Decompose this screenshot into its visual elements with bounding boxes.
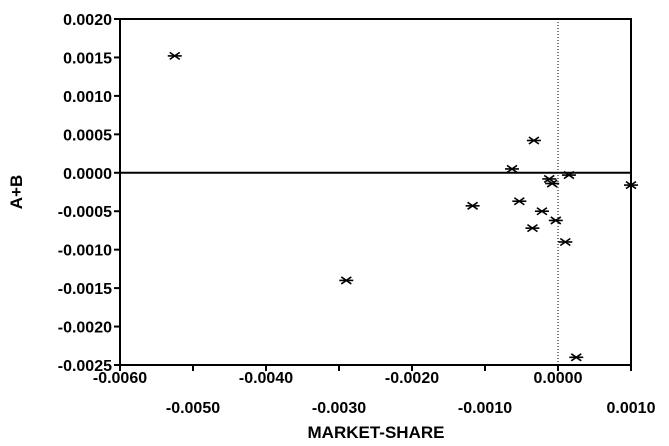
x-tick-label: -0.0010 (458, 400, 512, 417)
marker-stroke (169, 51, 181, 61)
y-tick-label: -0.0015 (58, 281, 112, 298)
marker-stroke (467, 201, 479, 210)
marker-stroke (513, 197, 525, 206)
data-point (548, 216, 563, 225)
marker-stroke (506, 164, 518, 174)
data-point (339, 276, 354, 285)
marker-stroke (625, 180, 637, 190)
data-point (167, 51, 182, 61)
x-tick-label: -0.0060 (93, 370, 147, 387)
data-point (569, 353, 584, 362)
x-tick-label: 0.0010 (607, 400, 656, 417)
data-point (526, 136, 541, 145)
plot-frame (119, 18, 632, 366)
data-point (525, 223, 540, 233)
marker-stroke (543, 174, 555, 184)
y-tick-label: 0.0015 (63, 50, 112, 67)
data-point (561, 170, 576, 180)
y-tick-label: 0.0020 (63, 12, 112, 29)
data-point (465, 201, 480, 210)
reference-lines (120, 19, 631, 365)
x-tick-label: -0.0030 (312, 400, 366, 417)
x-tick-label: 0.0000 (534, 370, 583, 387)
data-point (558, 237, 573, 247)
x-tick-label: -0.0040 (239, 370, 293, 387)
marker-stroke (570, 353, 582, 362)
y-axis-ticks: 0.0020 0.0015 0.0010 0.0005 0.0000 -0.0005 -0.… (58, 12, 120, 375)
marker-stroke (340, 276, 352, 285)
marker-stroke (546, 179, 558, 188)
marker-stroke (528, 136, 540, 145)
y-tick-label: -0.0020 (58, 320, 112, 337)
x-axis-title: MARKET-SHARE (308, 423, 445, 442)
y-tick-label: 0.0010 (63, 89, 112, 106)
x-tick-label: -0.0020 (385, 370, 439, 387)
y-axis-title: A+B (7, 175, 26, 209)
y-tick-label: -0.0025 (58, 358, 112, 375)
marker-stroke (550, 216, 562, 225)
marker-stroke (559, 237, 571, 247)
data-points (167, 51, 638, 362)
marker-stroke (526, 223, 538, 233)
x-axis-ticks: -0.0060 -0.0040 -0.0020 0.0000 -0.0050 -0.003… (93, 365, 656, 417)
y-tick-label: -0.0010 (58, 243, 112, 260)
data-point (505, 164, 520, 174)
marker-stroke (536, 207, 548, 216)
data-point (512, 197, 527, 206)
marker-stroke (563, 170, 575, 180)
y-tick-label: -0.0005 (58, 204, 112, 221)
data-point (534, 207, 549, 216)
y-tick-label: 0.0005 (63, 127, 112, 144)
x-tick-label: -0.0050 (166, 400, 220, 417)
data-point (542, 174, 557, 184)
y-tick-label: 0.0000 (63, 166, 112, 183)
data-point (545, 179, 560, 188)
data-point (624, 180, 638, 190)
